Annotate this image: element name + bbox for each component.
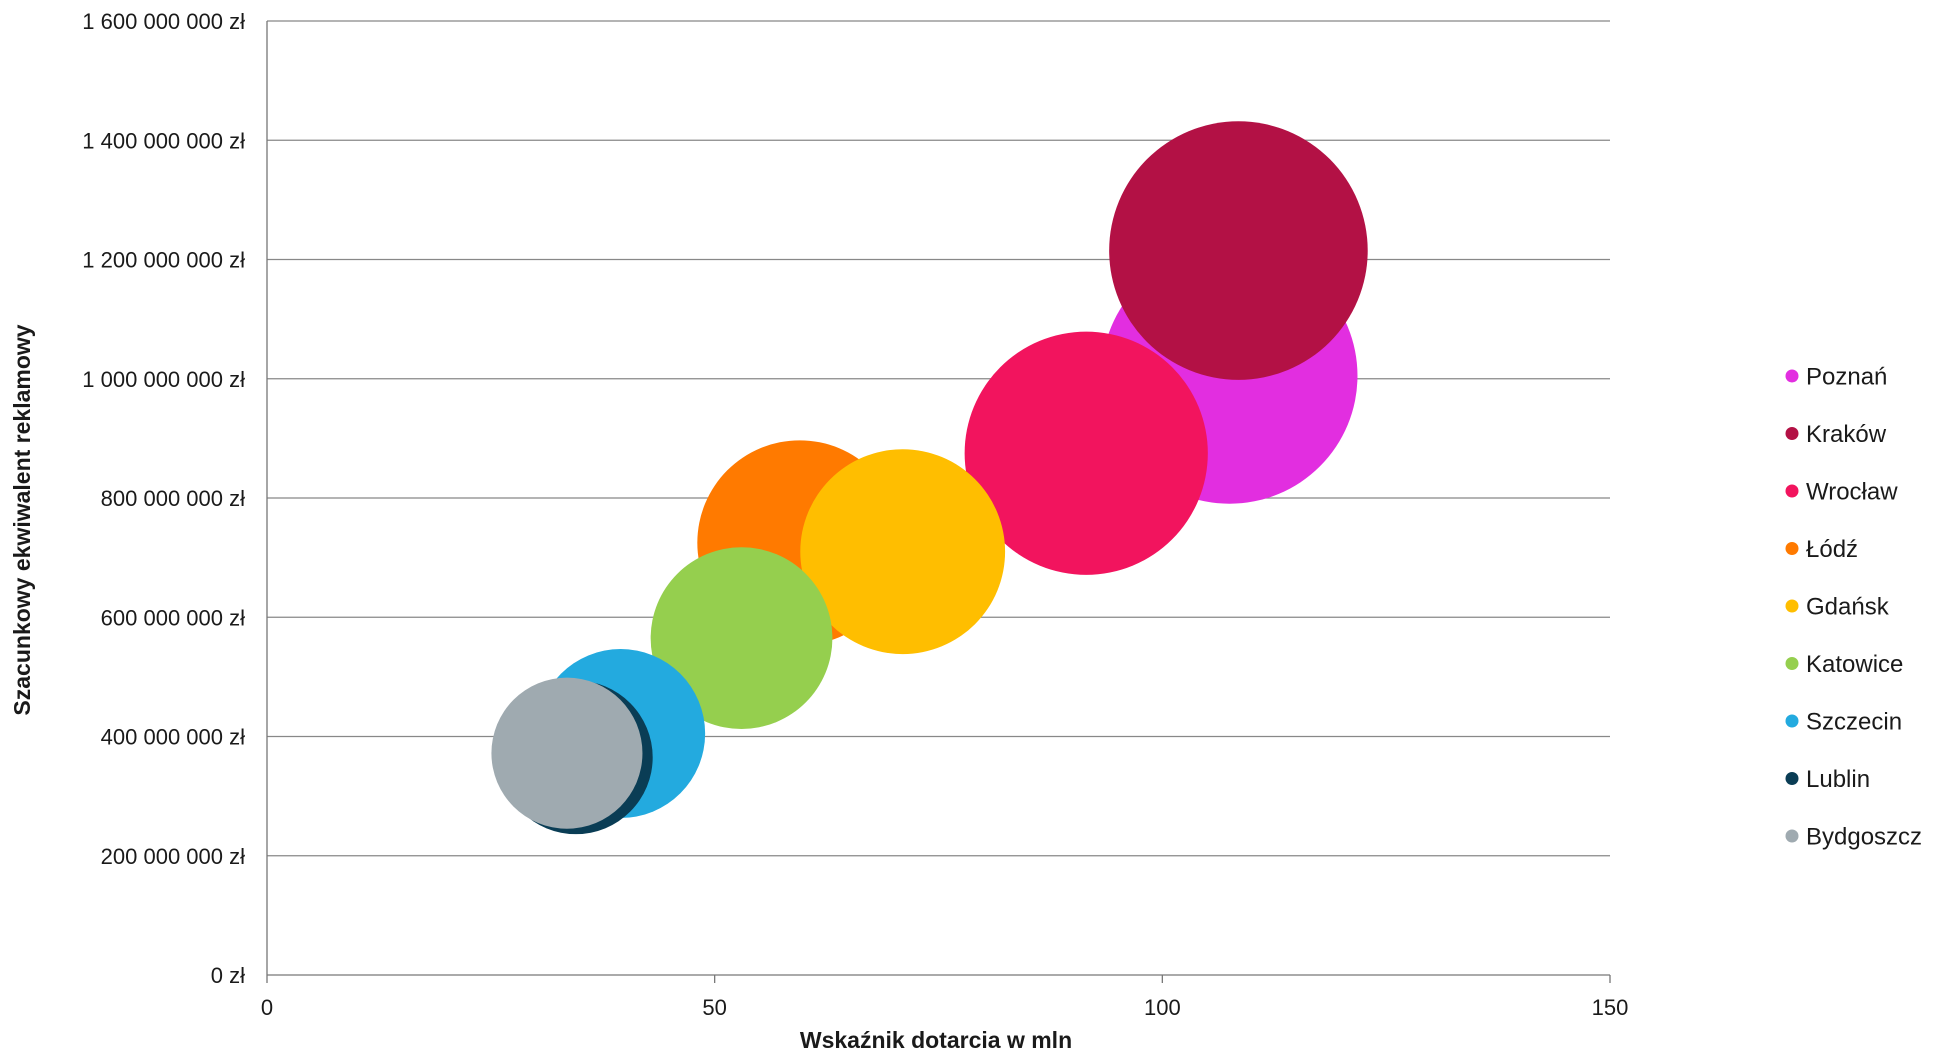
legend-marker	[1785, 657, 1799, 670]
y-tick-label: 400 000 000 zł	[101, 725, 245, 750]
bubbles	[491, 121, 1368, 835]
x-tick-label: 100	[1144, 995, 1181, 1020]
bubble-wrocław	[964, 331, 1208, 575]
legend-marker	[1785, 369, 1799, 383]
legend-marker	[1785, 542, 1799, 555]
x-axis-title: Wskaźnik dotarcia w mln	[800, 1027, 1072, 1053]
x-tick-label: 0	[261, 995, 273, 1020]
legend-label: Gdańsk	[1806, 594, 1890, 621]
legend-label: Wrocław	[1806, 479, 1898, 506]
legend-label: Katowice	[1806, 651, 1903, 678]
y-tick-label: 0 zł	[211, 963, 245, 988]
legend-label: Bydgoszcz	[1806, 824, 1922, 851]
legend-label: Kraków	[1806, 421, 1887, 448]
legend-marker	[1785, 427, 1799, 440]
y-tick-label: 1 600 000 000 zł	[82, 9, 245, 34]
x-tick-label: 150	[1592, 995, 1629, 1020]
legend: Poznań Kraków Wrocław Łódź Gdańsk Katowice Szc…	[1785, 364, 1922, 851]
y-tick-label: 1 200 000 000 zł	[82, 248, 245, 273]
legend-label: Lublin	[1806, 766, 1870, 793]
y-tick-label: 200 000 000 zł	[101, 844, 245, 869]
legend-label: Poznań	[1806, 364, 1887, 391]
legend-label: Łódź	[1806, 536, 1858, 563]
bubble-gdańsk	[800, 449, 1006, 655]
y-tick-label: 1 400 000 000 zł	[82, 128, 245, 153]
tick-labels: 0 zł 200 000 000 zł 400 000 000 zł 600 000 …	[82, 9, 1628, 1020]
y-tick-label: 600 000 000 zł	[101, 605, 245, 630]
legend-marker	[1785, 599, 1799, 613]
legend-marker	[1785, 484, 1799, 498]
y-axis-title: Szacunkowy ekwiwalent reklamowy	[9, 324, 35, 715]
bubble-kraków	[1109, 121, 1368, 380]
bubble-katowice	[650, 547, 833, 729]
grid-lines	[267, 20, 1610, 857]
y-tick-label: 1 000 000 000 zł	[82, 367, 245, 392]
bubble-bydgoszcz	[491, 677, 643, 829]
x-tick-label: 50	[702, 995, 726, 1020]
axes	[266, 21, 1611, 983]
y-tick-label: 800 000 000 zł	[101, 486, 245, 511]
legend-marker	[1785, 714, 1799, 728]
legend-label: Szczecin	[1806, 709, 1902, 736]
legend-marker	[1785, 829, 1799, 843]
legend-marker	[1785, 772, 1799, 785]
